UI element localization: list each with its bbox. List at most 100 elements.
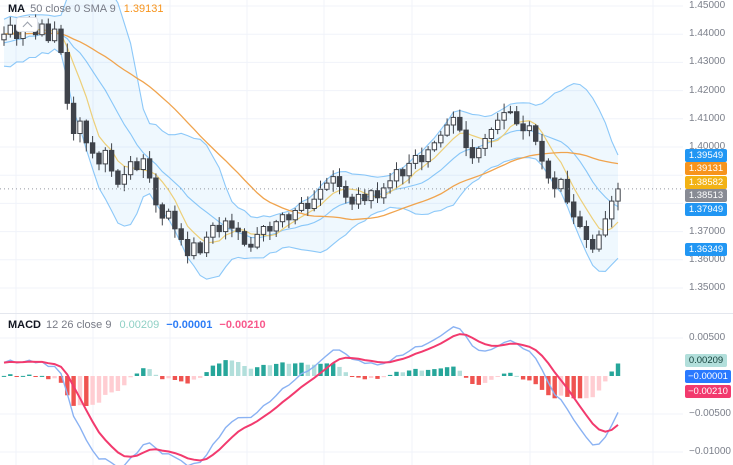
macd-histogram-bar [248, 368, 254, 376]
macd-axis-tick: 0.00500 [689, 332, 726, 343]
macd-histogram-bar [438, 368, 443, 376]
candle-up [425, 149, 431, 163]
price-indicator-legend[interactable]: MA 50 close 0 SMA 9 1.39131 [8, 3, 170, 15]
macd-histogram-bar [236, 362, 241, 376]
macd-histogram-bar [223, 360, 228, 376]
macd-histogram-bar [39, 375, 45, 377]
candle-up [596, 234, 602, 250]
candle-up [412, 155, 419, 164]
candle-down [89, 142, 96, 154]
macd-histogram-bar [590, 376, 595, 398]
macd-histogram-bar [489, 376, 494, 380]
bollinger-upper-line [3, 0, 619, 219]
macd-histogram-bar [451, 366, 456, 376]
macd-histogram-bar [387, 374, 393, 376]
candle-up [450, 116, 457, 126]
candle-up [279, 214, 286, 223]
macd-histogram-bar [210, 365, 216, 376]
candle-up [609, 200, 615, 220]
macd-histogram-bar [286, 363, 292, 376]
candle-down [520, 123, 526, 132]
price-scale-axis[interactable]: 1.45000 1.44000 1.43000 1.42000 1.41000 1.400… [683, 0, 733, 465]
macd-histogram-bar [539, 376, 545, 390]
macd-histogram-badge: 0.00209 [685, 353, 727, 367]
macd-histogram-bar [368, 376, 374, 378]
candle-down [583, 226, 590, 240]
macd-histogram-bar [33, 376, 38, 377]
candle-up [431, 142, 438, 151]
macd-histogram-bar [103, 376, 108, 395]
price-chart-pane[interactable] [0, 0, 683, 313]
bb-upper-badge: 1.39549 [685, 148, 727, 162]
pane-separator[interactable] [0, 313, 733, 314]
bb-lower-badge: 1.36349 [685, 243, 727, 257]
price-axis-tick: 1.44000 [689, 28, 726, 40]
price-axis-tick: 1.45000 [689, 0, 726, 11]
candle-up [495, 119, 501, 130]
candle-up [210, 224, 216, 238]
macd-histogram-bar [520, 376, 526, 380]
candle-down [70, 102, 77, 135]
candle-down [64, 52, 70, 104]
macd-chart-pane[interactable] [0, 313, 683, 465]
candle-down [533, 125, 539, 142]
candle-down [343, 186, 349, 198]
candle-down [336, 176, 343, 188]
candle-down [159, 204, 166, 219]
candle-up [191, 242, 197, 257]
candle-up [381, 187, 387, 199]
price-axis-tick: 1.42000 [689, 84, 726, 96]
macd-histogram-bar [444, 367, 450, 376]
candle-up [368, 190, 374, 202]
candle-up [387, 180, 393, 189]
macd-histogram-bar [432, 369, 437, 376]
macd-axis-tick: −0.01000 [689, 446, 731, 457]
macd-histogram-bar [565, 376, 570, 397]
price-axis-tick: 1.41000 [689, 112, 726, 124]
candle-up [165, 210, 172, 219]
macd-histogram-bar [476, 376, 481, 385]
price-axis-tick: 1.35000 [689, 282, 726, 293]
macd-line-value: −0.00001 [166, 319, 213, 331]
candle-down [514, 111, 520, 125]
candle-down [419, 155, 425, 163]
candle-up [488, 129, 495, 139]
macd-histogram-bar [191, 376, 197, 380]
candle-up [393, 169, 400, 182]
macd-line [3, 326, 619, 465]
macd-histogram-bar [147, 369, 152, 376]
macd-histogram-bar [331, 363, 336, 376]
candle-up [602, 218, 608, 236]
macd-histogram-bar [115, 376, 121, 391]
macd-histogram-bar [362, 376, 367, 380]
candle-up [311, 198, 317, 209]
macd-histogram-bar [482, 376, 488, 383]
macd-histogram-bar [425, 369, 431, 376]
candle-down [571, 201, 577, 218]
macd-histogram-bar [166, 376, 171, 379]
ma-legend-params: 50 close 0 SMA 9 [30, 3, 116, 15]
candle-down [172, 210, 178, 230]
candle-down [96, 152, 102, 165]
candle-down [552, 177, 558, 190]
candle-up [77, 120, 83, 134]
macd-histogram-bar [274, 363, 279, 376]
candle-up [127, 161, 134, 176]
macd-histogram-bar [527, 376, 532, 381]
macd-histogram-bar [356, 376, 361, 378]
candle-up [615, 188, 621, 202]
candle-up [444, 124, 450, 136]
macd-indicator-legend[interactable]: MACD 12 26 close 9 0.00209 −0.00001 −0.00210 [8, 319, 273, 331]
macd-histogram-bar [413, 368, 418, 376]
macd-signal-badge: −0.00210 [685, 385, 731, 399]
candle-down [577, 216, 583, 227]
macd-histogram-bar [280, 362, 285, 376]
candle-up [324, 182, 330, 190]
legend-collapse-button[interactable] [16, 17, 38, 32]
macd-histogram-bar [179, 376, 184, 382]
candle-up [260, 226, 267, 235]
candle-up [1, 33, 7, 41]
ma50-badge: 1.39131 [685, 162, 727, 176]
candle-up [317, 188, 324, 200]
